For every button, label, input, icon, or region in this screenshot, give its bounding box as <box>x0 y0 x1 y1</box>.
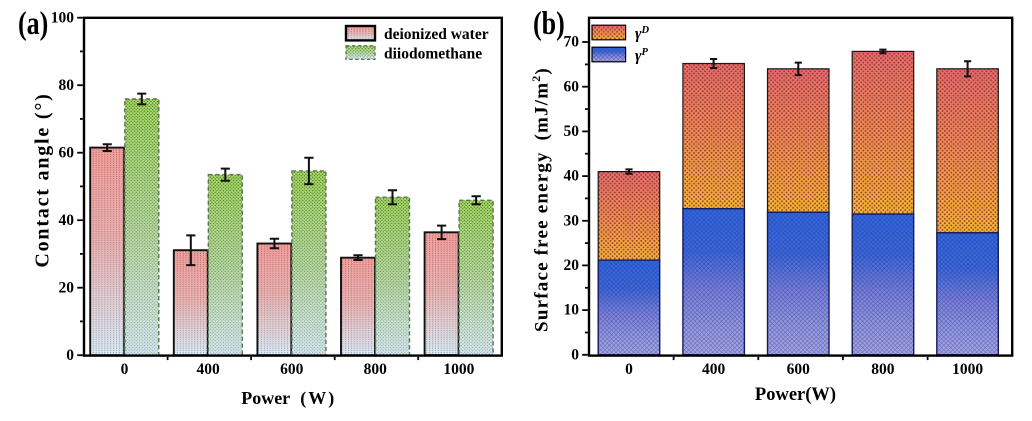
svg-text:0: 0 <box>625 361 633 378</box>
svg-text:30: 30 <box>564 212 580 229</box>
svg-text:80: 80 <box>59 77 75 94</box>
svg-text:Power(W): Power(W) <box>241 388 334 409</box>
svg-text:400: 400 <box>196 361 220 378</box>
svg-text:20: 20 <box>564 257 580 274</box>
svg-text:diiodomethane: diiodomethane <box>384 45 482 62</box>
svg-text:50: 50 <box>564 123 580 140</box>
svg-text:Power(W): Power(W) <box>755 385 836 405</box>
svg-text:40: 40 <box>564 168 580 185</box>
svg-text:1000: 1000 <box>952 361 983 378</box>
svg-text:0: 0 <box>66 347 74 364</box>
svg-text:600: 600 <box>280 361 304 378</box>
svg-text:60: 60 <box>564 78 580 95</box>
svg-text:800: 800 <box>871 361 895 378</box>
svg-text:0: 0 <box>121 361 129 378</box>
svg-text:100: 100 <box>51 9 75 26</box>
svg-text:(b): (b) <box>533 6 565 42</box>
svg-text:600: 600 <box>787 361 811 378</box>
svg-text:60: 60 <box>59 144 75 161</box>
svg-text:800: 800 <box>364 361 388 378</box>
svg-text:Contact angle (°): Contact angle (°) <box>32 92 54 267</box>
svg-text:(a): (a) <box>18 6 48 42</box>
svg-text:10: 10 <box>564 302 580 319</box>
svg-text:deionized water: deionized water <box>384 26 489 43</box>
svg-text:70: 70 <box>564 34 580 51</box>
svg-text:400: 400 <box>702 361 726 378</box>
svg-text:0: 0 <box>571 346 579 363</box>
svg-text:1000: 1000 <box>443 361 474 378</box>
svg-text:20: 20 <box>59 279 75 296</box>
svg-text:40: 40 <box>59 212 75 229</box>
svg-text:Surface free energy (mJ/m2): Surface free energy (mJ/m2) <box>529 67 553 332</box>
